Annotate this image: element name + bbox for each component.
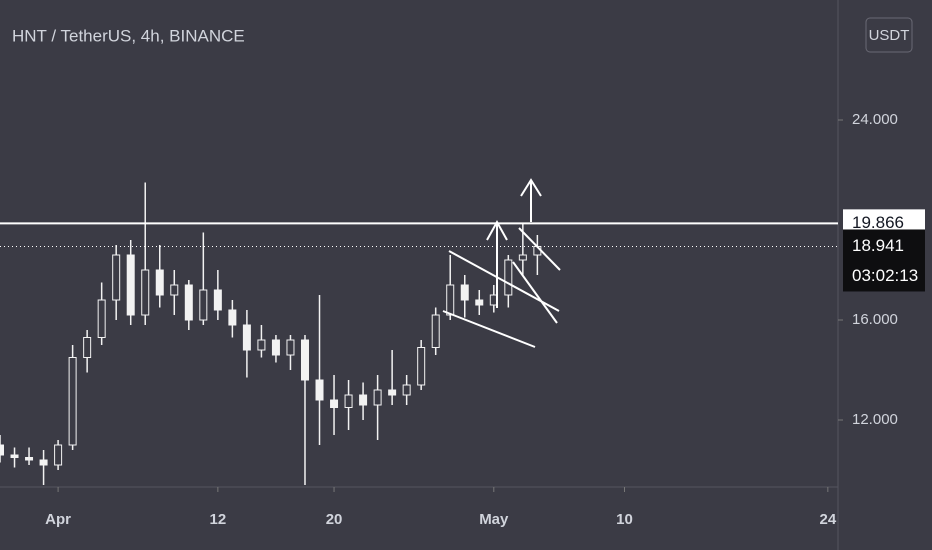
trend-line (442, 310, 536, 348)
candle-body (373, 389, 382, 406)
arrow-head (520, 178, 542, 197)
y-tick-label: 24.000 (852, 111, 898, 128)
candle-body (286, 339, 295, 356)
candle-body (504, 259, 513, 296)
candle-body (359, 394, 368, 406)
arrow-head (486, 219, 508, 241)
candle-body (199, 289, 208, 321)
trend-line (518, 227, 561, 271)
currency-button[interactable] (865, 17, 913, 53)
trend-line (512, 261, 558, 324)
candle-body (402, 384, 411, 396)
candle-body (518, 254, 527, 261)
y-tick-label: 12.000 (852, 411, 898, 428)
candle-body (155, 269, 164, 296)
x-tick-label: 24 (819, 511, 836, 528)
candle-body (10, 454, 19, 458)
candle-body (460, 284, 469, 301)
candle-body (54, 444, 63, 466)
candle-body (112, 254, 121, 301)
currency-label[interactable]: USDT (869, 27, 910, 44)
x-tick-label: 20 (326, 511, 343, 528)
candle-body (25, 457, 34, 461)
candle-body (330, 399, 339, 408)
candle-body (242, 324, 251, 351)
candle-body (431, 314, 440, 348)
candle-body (97, 299, 106, 338)
last-price-box (843, 229, 925, 292)
y-tick-label: 16.000 (852, 311, 898, 328)
candle-body (39, 459, 48, 466)
candle-body (126, 254, 135, 316)
x-tick-label: Apr (45, 511, 71, 528)
candle-body (0, 444, 4, 456)
candle-body (417, 347, 426, 386)
candle-body (344, 394, 353, 408)
candle-body (300, 339, 309, 381)
candle-body (141, 269, 150, 316)
last-price-label: 18.941 (852, 236, 904, 255)
plot (0, 182, 542, 485)
candle-body (388, 389, 397, 396)
chart-title: HNT / TetherUS, 4h, BINANCE (12, 26, 245, 45)
candle-body (213, 289, 222, 311)
candle-body (228, 309, 237, 326)
candle-body (170, 284, 179, 296)
x-tick-label: May (479, 511, 509, 528)
candle-body (446, 284, 455, 316)
drawings (442, 178, 561, 348)
x-tick-label: 10 (616, 511, 633, 528)
countdown-label: 03:02:13 (852, 266, 918, 285)
candle-body (271, 339, 280, 356)
candle-body (184, 284, 193, 321)
candle-body (257, 339, 266, 351)
candle-body (83, 337, 92, 358)
level-label: 19.866 (852, 213, 904, 232)
candle-body (315, 379, 324, 401)
x-tick-label: 12 (210, 511, 227, 528)
candle-body (475, 299, 484, 306)
candle-body (68, 357, 77, 446)
